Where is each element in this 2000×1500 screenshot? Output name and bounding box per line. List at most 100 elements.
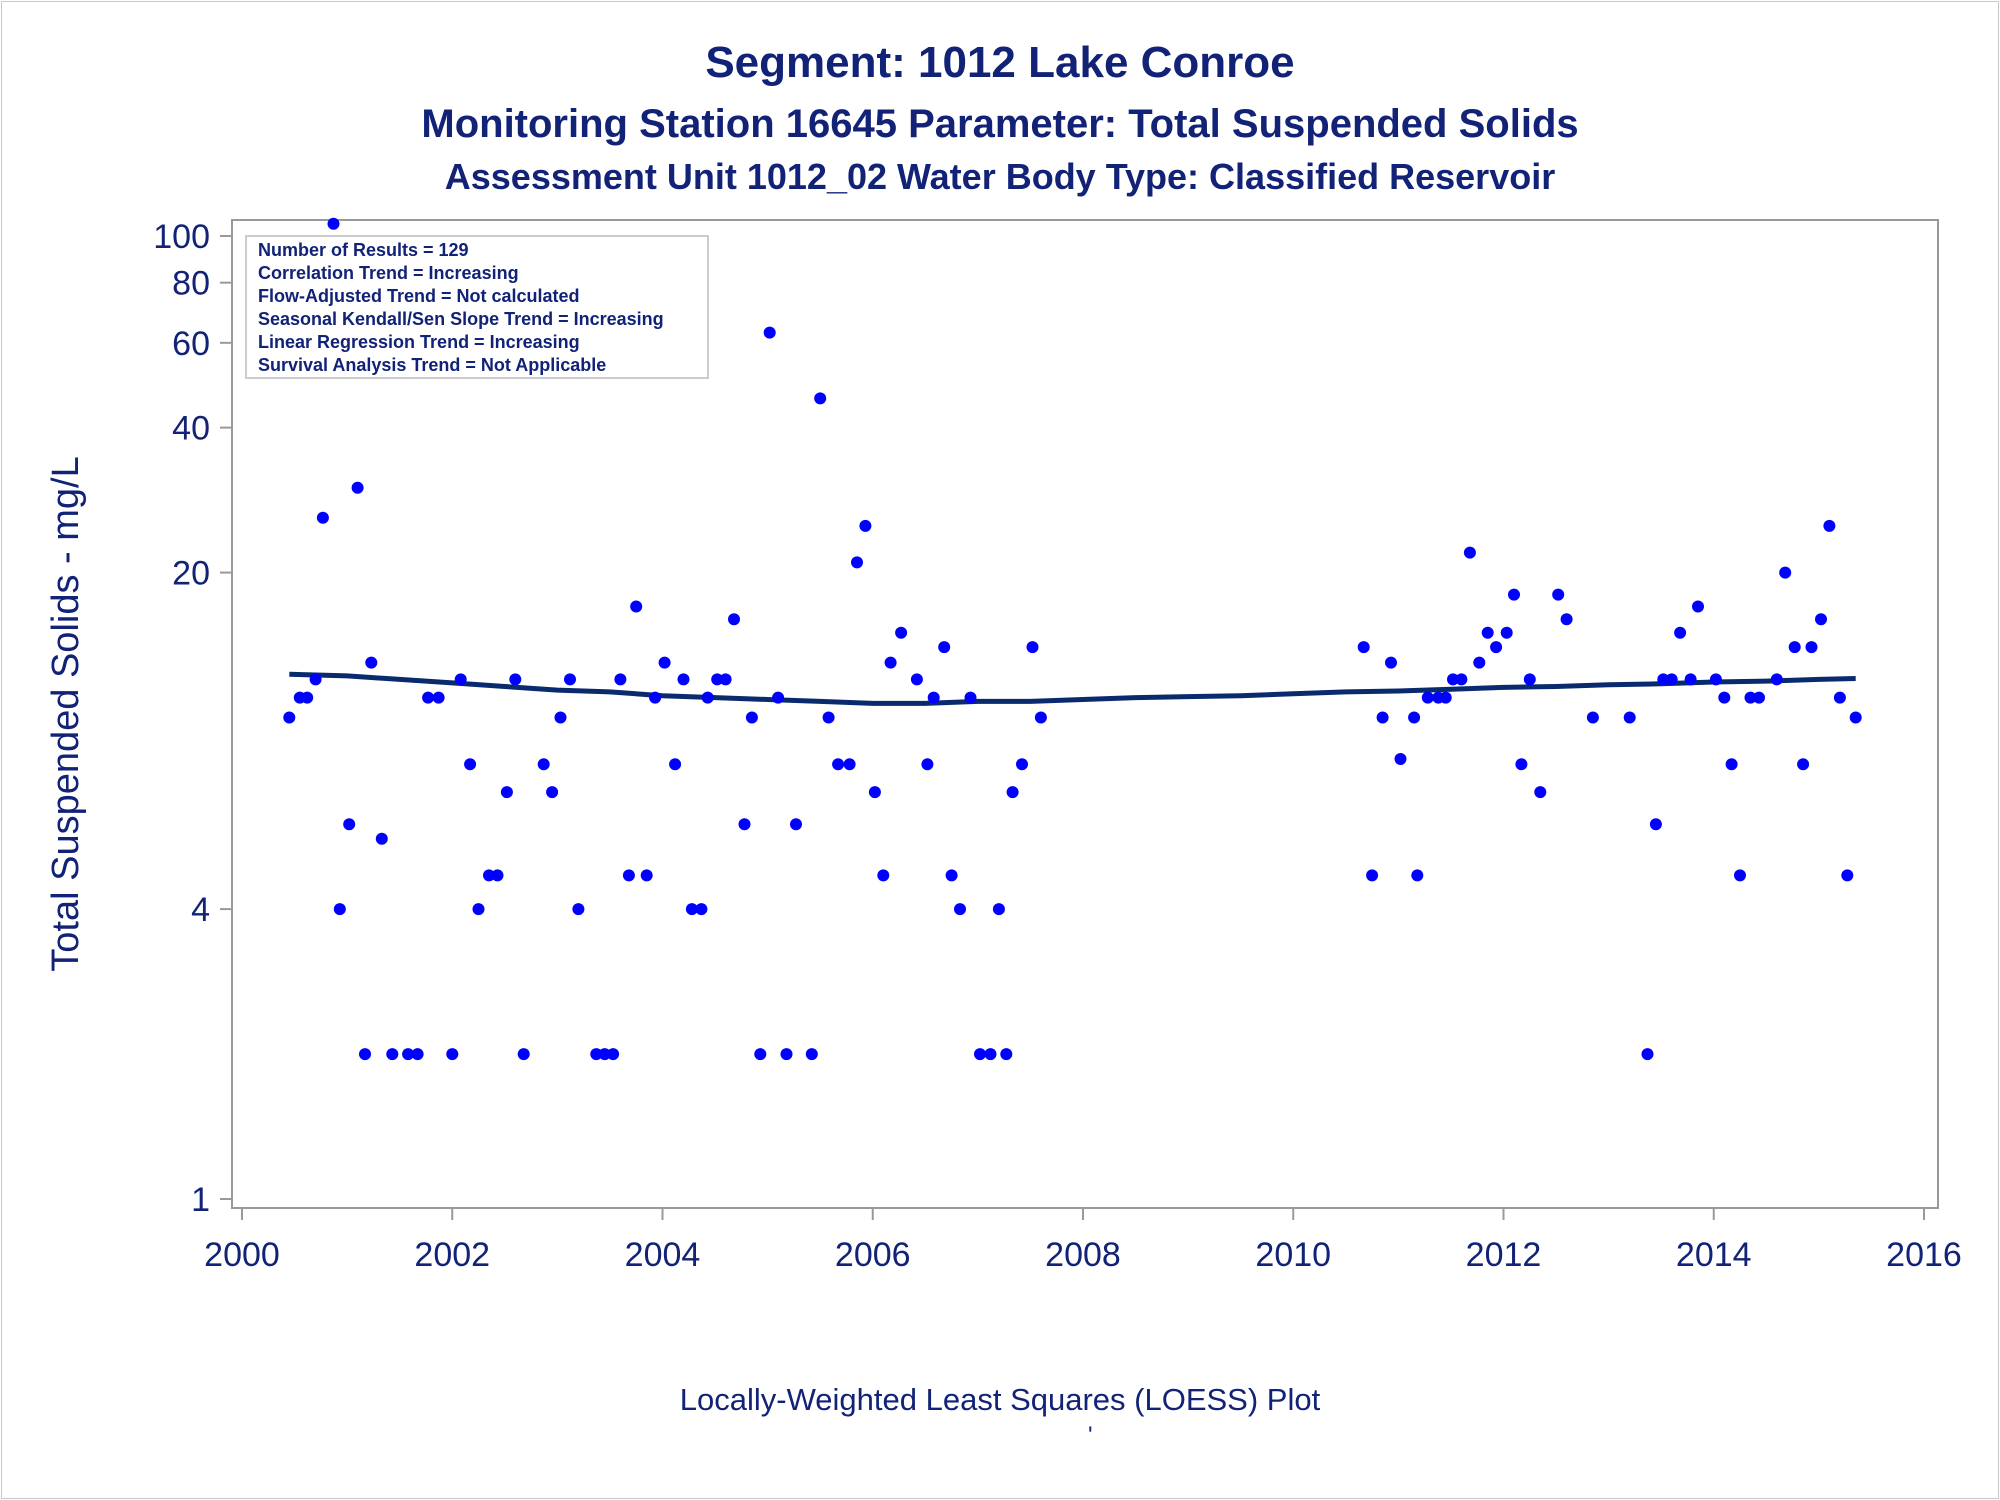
data-point [984, 1048, 997, 1061]
data-point [658, 656, 671, 669]
data-point [598, 1048, 611, 1061]
data-point [1366, 869, 1379, 882]
data-point [1357, 641, 1370, 654]
data-point [554, 711, 567, 724]
data-point [386, 1048, 399, 1061]
y-tick-label: 20 [172, 555, 210, 593]
data-point [1833, 691, 1846, 704]
data-point [590, 1048, 603, 1061]
data-point [1463, 546, 1476, 559]
data-point [719, 673, 732, 686]
data-point [1376, 711, 1389, 724]
footnote: Locally-Weighted Least Squares (LOESS) P… [679, 1382, 1321, 1417]
chart-subtitle-2: Assessment Unit 1012_02 Water Body Type:… [444, 156, 1556, 197]
x-axis: 2000 2002 2004 2006 2008 2010 2012 2014 2016 [204, 1208, 1962, 1274]
stats-box-border [245, 235, 709, 379]
data-point [402, 1048, 415, 1061]
data-point [992, 903, 1005, 916]
data-point [622, 869, 635, 882]
data-point [630, 600, 643, 613]
data-point [938, 641, 951, 654]
data-point [884, 656, 897, 669]
data-point [1709, 673, 1722, 686]
x-tick-label: 2012 [1466, 1236, 1542, 1274]
data-point [509, 673, 522, 686]
data-point [1797, 758, 1810, 771]
data-point [446, 1048, 459, 1061]
data-point [851, 556, 863, 569]
data-point [375, 832, 388, 845]
data-point [859, 519, 872, 532]
data-point [1515, 758, 1528, 771]
stats-box: Number of Results = 129 Correlation Trend… [245, 235, 709, 379]
y-axis: 1 4 20 40 60 80 100 [153, 218, 232, 1219]
data-point [1000, 1048, 1013, 1061]
data-point [1753, 691, 1765, 704]
data-point [607, 1048, 620, 1061]
data-point [546, 786, 559, 799]
data-point [772, 691, 785, 704]
data-point [669, 758, 682, 771]
data-point [832, 758, 845, 771]
data-point [1725, 758, 1738, 771]
data-point [685, 903, 698, 916]
data-point [483, 869, 495, 882]
data-point [1744, 691, 1757, 704]
data-point [927, 691, 940, 704]
data-point [500, 786, 513, 799]
data-point [316, 511, 329, 524]
data-point [1534, 786, 1547, 799]
data-point [1692, 600, 1704, 613]
data-point [728, 613, 740, 626]
footnote-mark: ' [1088, 1422, 1093, 1449]
data-point [283, 711, 296, 724]
data-point [1815, 613, 1827, 626]
x-tick-label: 2014 [1676, 1236, 1752, 1274]
data-point [327, 217, 340, 230]
data-point [411, 1048, 424, 1061]
x-tick-label: 2000 [204, 1236, 280, 1274]
data-point [974, 1048, 986, 1061]
data-point [1718, 691, 1731, 704]
data-point [1508, 588, 1520, 601]
data-point [333, 903, 346, 916]
data-point [432, 691, 445, 704]
data-point [711, 673, 724, 686]
data-point [351, 481, 364, 494]
data-point [805, 1048, 818, 1061]
data-point [677, 673, 690, 686]
data-point [309, 673, 322, 686]
data-point [1411, 869, 1424, 882]
data-point [790, 818, 802, 831]
stats-line: Flow-Adjusted Trend = Not calculated [258, 286, 580, 306]
data-point [1408, 711, 1421, 724]
data-point [537, 758, 550, 771]
chart-subtitle: Monitoring Station 16645 Parameter: Tota… [421, 102, 1579, 146]
data-points [283, 217, 1862, 1061]
stats-line: Correlation Trend = Increasing [258, 263, 519, 283]
stats-line: Seasonal Kendall/Sen Slope Trend = Incre… [258, 309, 664, 329]
y-tick-label: 4 [191, 891, 210, 929]
data-point [877, 869, 890, 882]
data-point [822, 711, 835, 724]
data-point [1394, 753, 1407, 765]
data-point [517, 1048, 530, 1061]
data-point [1657, 673, 1670, 686]
y-tick-label: 60 [172, 325, 210, 363]
data-point [359, 1048, 371, 1061]
data-point [1623, 711, 1636, 724]
data-point [1481, 626, 1494, 639]
stats-line: Number of Results = 129 [258, 240, 469, 260]
data-point [1552, 588, 1565, 601]
data-point [1439, 691, 1452, 704]
data-point [964, 691, 977, 704]
data-point [1421, 691, 1434, 704]
data-point [301, 691, 314, 704]
data-point [814, 392, 827, 405]
data-point [1734, 869, 1746, 882]
data-point [1779, 566, 1792, 579]
x-tick-label: 2008 [1045, 1236, 1121, 1274]
data-point [1823, 519, 1836, 532]
x-tick-label: 2006 [835, 1236, 911, 1274]
